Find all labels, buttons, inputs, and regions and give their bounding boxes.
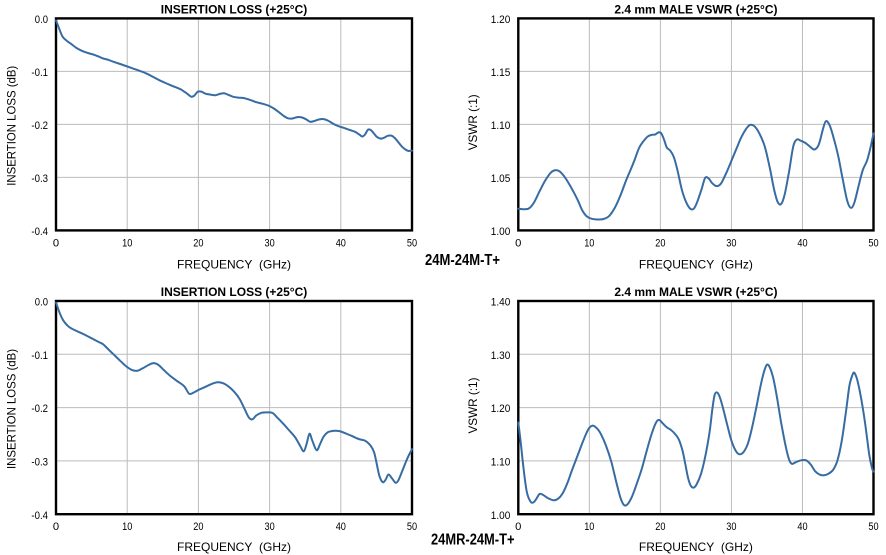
svg-text:1.00: 1.00 [491, 510, 511, 522]
svg-text:20: 20 [655, 237, 665, 249]
svg-text:FREQUENCY (GHz): FREQUENCY (GHz) [639, 540, 753, 554]
svg-text:1.00: 1.00 [491, 226, 511, 238]
svg-text:-0.4: -0.4 [31, 510, 48, 522]
svg-text:0: 0 [515, 521, 521, 533]
svg-text:1.15: 1.15 [491, 67, 511, 79]
svg-text:10: 10 [122, 237, 132, 249]
svg-text:0: 0 [53, 521, 59, 533]
svg-text:50: 50 [868, 237, 878, 249]
svg-text:0.0: 0.0 [35, 14, 48, 26]
svg-text:-0.3: -0.3 [31, 457, 48, 469]
svg-text:0: 0 [53, 237, 59, 249]
svg-text:40: 40 [336, 521, 346, 533]
svg-text:1.20: 1.20 [491, 14, 511, 26]
svg-text:20: 20 [193, 521, 203, 533]
svg-text:-0.1: -0.1 [31, 350, 48, 362]
svg-text:30: 30 [265, 237, 275, 249]
svg-text:1.40: 1.40 [491, 297, 511, 309]
svg-text:10: 10 [584, 521, 594, 533]
svg-text:1.10: 1.10 [491, 120, 511, 132]
svg-text:2.4 mm MALE VSWR (+25°C): 2.4 mm MALE VSWR (+25°C) [614, 2, 777, 16]
svg-text:30: 30 [726, 521, 736, 533]
svg-text:-0.4: -0.4 [31, 226, 48, 238]
svg-text:40: 40 [336, 237, 346, 249]
svg-text:40: 40 [797, 237, 807, 249]
svg-text:0: 0 [515, 237, 521, 249]
svg-text:-0.1: -0.1 [31, 67, 48, 79]
svg-text:20: 20 [655, 521, 665, 533]
svg-text:-0.2: -0.2 [31, 120, 48, 132]
svg-text:FREQUENCY (GHz): FREQUENCY (GHz) [639, 257, 753, 271]
svg-text:INSERTION LOSS (+25°C): INSERTION LOSS (+25°C) [161, 2, 308, 16]
svg-text:50: 50 [868, 521, 878, 533]
svg-text:50: 50 [407, 237, 417, 249]
svg-text:INSERTION LOSS (+25°C): INSERTION LOSS (+25°C) [161, 285, 308, 299]
svg-text:-0.2: -0.2 [31, 403, 48, 415]
svg-text:1.05: 1.05 [491, 173, 511, 185]
svg-text:24MR-24M-T+: 24MR-24M-T+ [431, 532, 515, 549]
svg-text:FREQUENCY (GHz): FREQUENCY (GHz) [177, 257, 291, 271]
svg-text:30: 30 [265, 521, 275, 533]
svg-text:1.10: 1.10 [491, 457, 511, 469]
svg-text:FREQUENCY (GHz): FREQUENCY (GHz) [177, 540, 291, 554]
svg-text:1.20: 1.20 [491, 403, 511, 415]
svg-text:24M-24M-T+: 24M-24M-T+ [425, 252, 500, 269]
svg-text:VSWR (:1): VSWR (:1) [466, 378, 480, 434]
svg-text:50: 50 [407, 521, 417, 533]
svg-text:20: 20 [193, 237, 203, 249]
svg-text:1.30: 1.30 [491, 350, 511, 362]
svg-text:-0.3: -0.3 [31, 173, 48, 185]
svg-text:INSERTION LOSS (dB): INSERTION LOSS (dB) [4, 349, 18, 469]
svg-text:2.4 mm MALE VSWR (+25°C): 2.4 mm MALE VSWR (+25°C) [614, 285, 777, 299]
svg-text:0.0: 0.0 [35, 297, 48, 309]
svg-text:30: 30 [726, 237, 736, 249]
svg-text:10: 10 [584, 237, 594, 249]
svg-text:10: 10 [122, 521, 132, 533]
svg-text:VSWR (:1): VSWR (:1) [466, 94, 480, 150]
svg-text:INSERTION LOSS (dB): INSERTION LOSS (dB) [4, 66, 18, 186]
svg-text:40: 40 [797, 521, 807, 533]
